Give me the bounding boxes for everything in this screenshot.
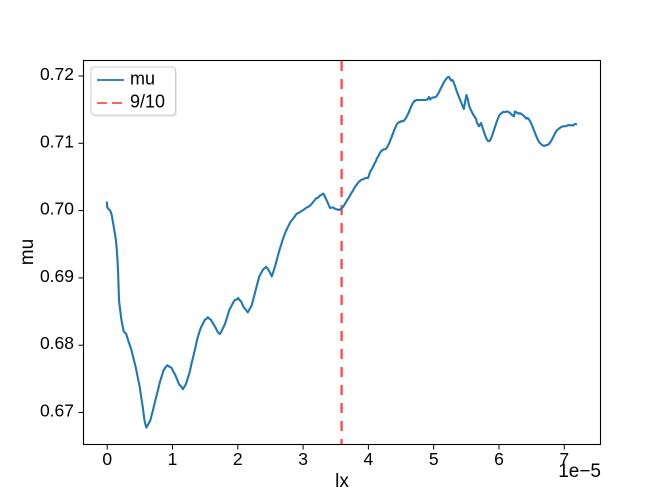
svg-text:0: 0 xyxy=(102,449,112,469)
svg-text:6: 6 xyxy=(494,449,504,469)
svg-text:1: 1 xyxy=(168,449,178,469)
svg-text:1e−5: 1e−5 xyxy=(558,461,601,482)
svg-text:0.67: 0.67 xyxy=(40,401,74,421)
svg-text:9/10: 9/10 xyxy=(130,92,165,112)
svg-text:lx: lx xyxy=(335,471,349,492)
svg-text:0.68: 0.68 xyxy=(40,333,74,353)
svg-text:4: 4 xyxy=(364,449,374,469)
svg-text:mu: mu xyxy=(17,239,38,265)
svg-text:0.70: 0.70 xyxy=(40,199,74,219)
svg-text:mu: mu xyxy=(130,69,155,89)
svg-text:0.71: 0.71 xyxy=(40,131,74,151)
svg-text:3: 3 xyxy=(298,449,308,469)
svg-text:2: 2 xyxy=(233,449,243,469)
svg-text:0.69: 0.69 xyxy=(40,266,74,286)
svg-text:0.72: 0.72 xyxy=(40,64,74,84)
svg-text:5: 5 xyxy=(429,449,439,469)
